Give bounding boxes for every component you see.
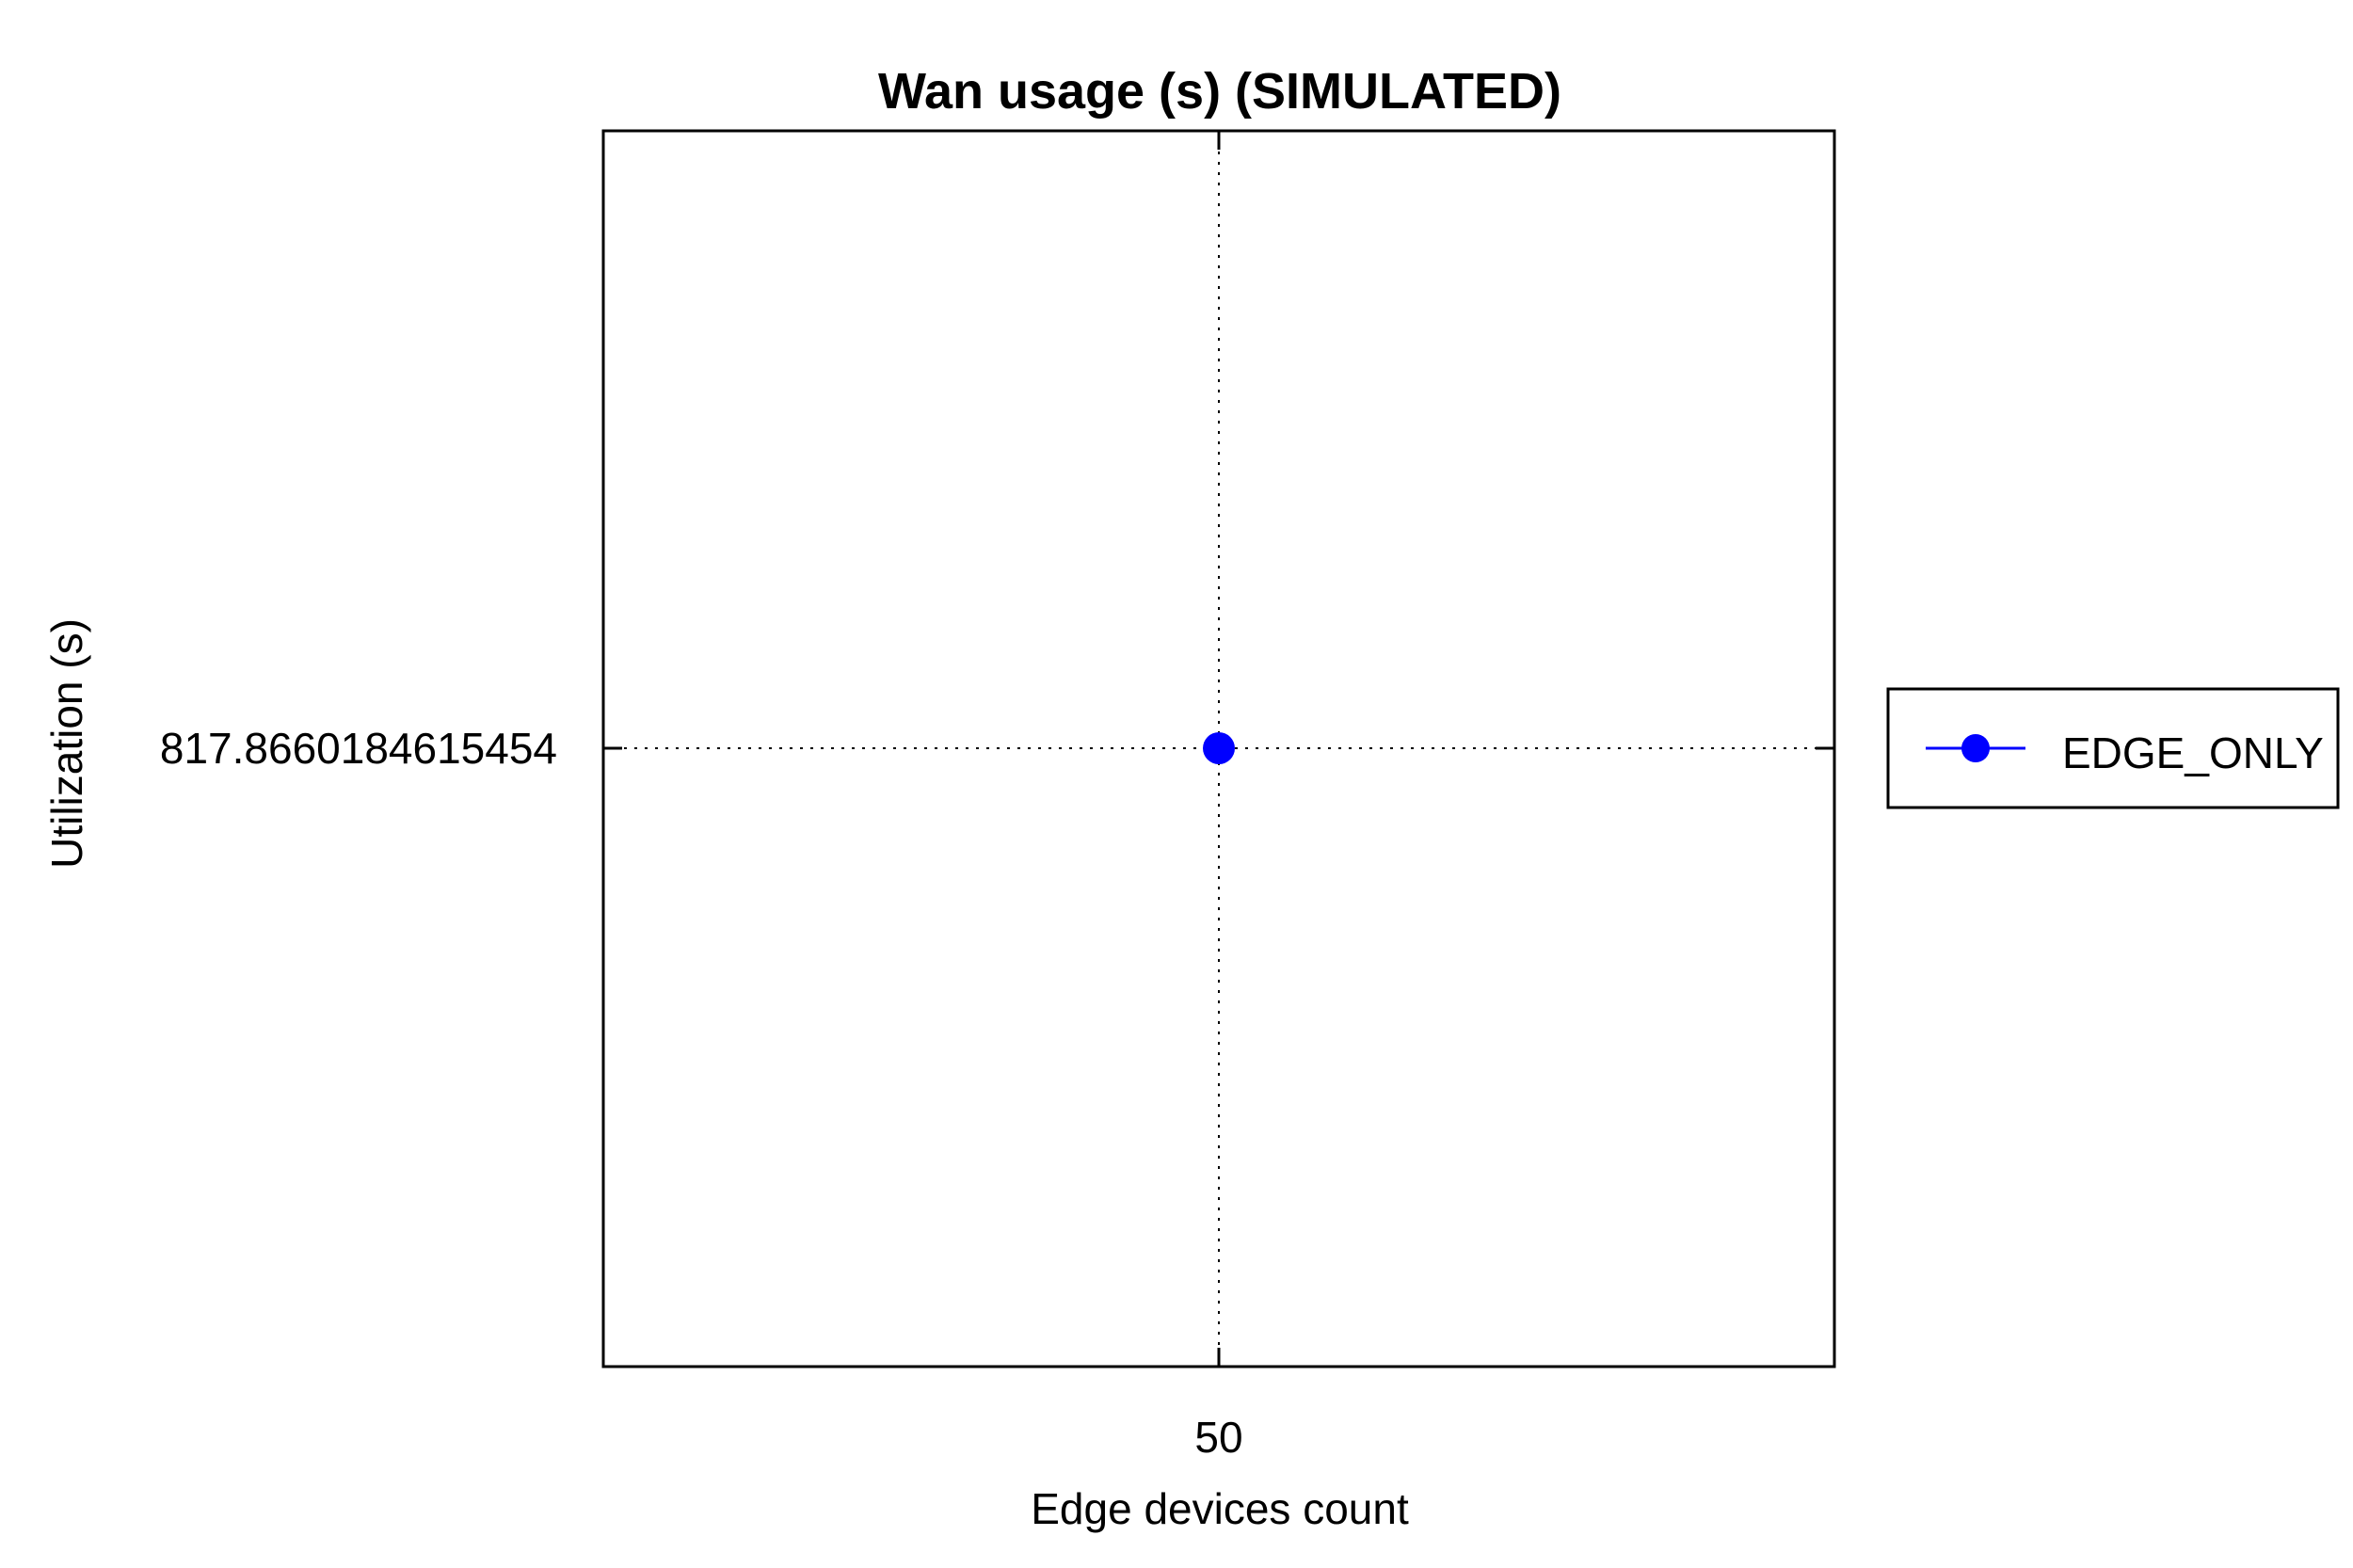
legend-point-marker <box>1961 734 1990 762</box>
x-axis-label: Edge devices count <box>1031 1484 1409 1533</box>
axis-ticks <box>603 131 1834 1367</box>
legend-entry-label: EDGE_ONLY <box>2062 728 2324 777</box>
grid-lines <box>603 131 1834 1367</box>
tick-labels: 50 817.8660184615454 <box>160 724 1243 1462</box>
y-axis-label: Utilization (s) <box>42 618 91 869</box>
chart-title: Wan usage (s) (SIMULATED) <box>878 63 1561 120</box>
legend: EDGE_ONLY <box>1886 687 2340 809</box>
data-point <box>1203 732 1235 764</box>
x-tick-label: 50 <box>1194 1413 1242 1462</box>
y-tick-label: 817.8660184615454 <box>160 724 557 773</box>
series-marks <box>1203 732 1235 764</box>
